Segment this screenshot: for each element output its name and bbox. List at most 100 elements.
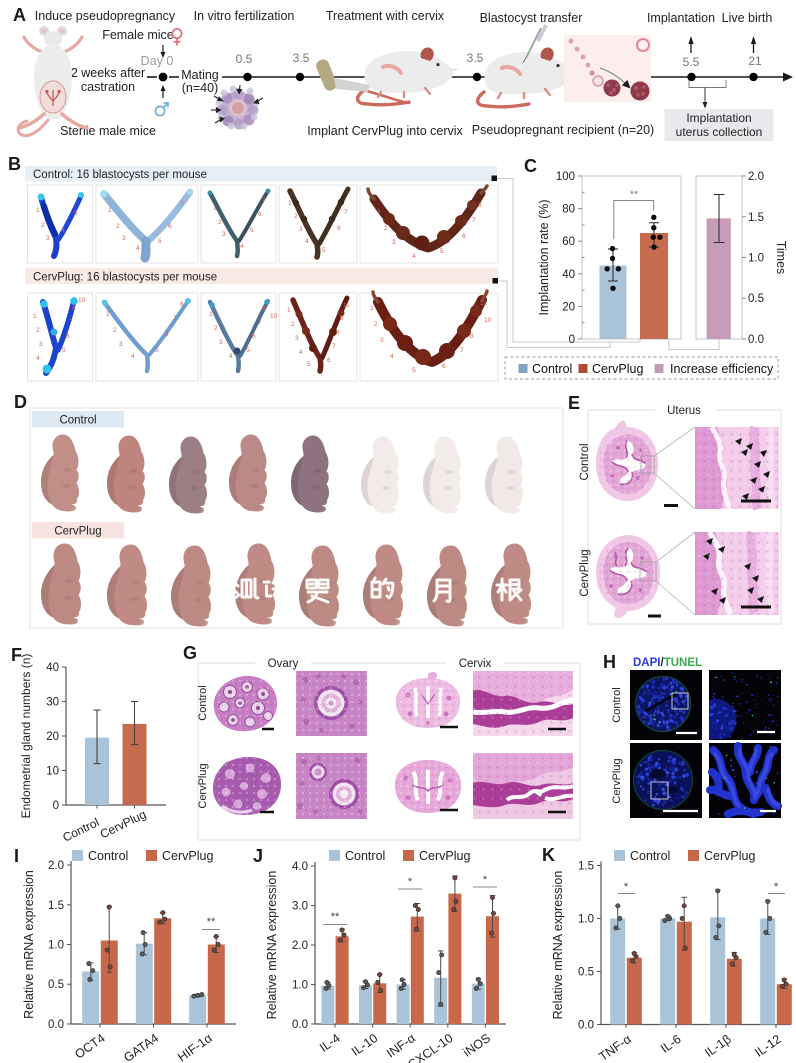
svg-text:Relative mRNA expression: Relative mRNA expression: [265, 871, 279, 1020]
svg-text:CervPlug: CervPlug: [611, 758, 623, 803]
svg-text:CervPlug: 16 blastocysts per m: CervPlug: 16 blastocysts per mouse: [33, 272, 217, 284]
svg-text:4: 4: [412, 253, 416, 260]
svg-text:4: 4: [305, 238, 309, 245]
svg-text:1: 1: [33, 313, 37, 320]
svg-text:4: 4: [136, 245, 140, 252]
svg-text:Control: Control: [611, 687, 623, 722]
svg-text:CervPlug: CervPlug: [419, 849, 470, 863]
svg-text:6: 6: [165, 331, 169, 338]
svg-text:2: 2: [36, 327, 40, 334]
svg-text:5: 5: [246, 347, 250, 354]
svg-text:Control: Control: [197, 685, 209, 720]
svg-text:7: 7: [472, 217, 476, 224]
svg-text:11: 11: [343, 302, 350, 309]
svg-text:*: *: [624, 881, 629, 893]
svg-text:10: 10: [270, 313, 278, 320]
svg-text:1.5: 1.5: [748, 212, 764, 224]
svg-text:6: 6: [337, 225, 341, 232]
svg-text:2: 2: [384, 225, 388, 232]
svg-text:20: 20: [562, 301, 575, 313]
svg-text:Relative mRNA expression: Relative mRNA expression: [22, 870, 36, 1019]
svg-text:Blastocyst transfer: Blastocyst transfer: [480, 11, 583, 25]
svg-text:B: B: [8, 154, 21, 174]
svg-text:castration: castration: [81, 80, 135, 94]
svg-text:30: 30: [46, 697, 59, 709]
svg-text:Live birth: Live birth: [722, 11, 773, 25]
svg-text:4: 4: [240, 243, 244, 250]
svg-text:2: 2: [41, 222, 45, 229]
svg-text:3: 3: [219, 339, 223, 346]
svg-text:Implantation rate (%): Implantation rate (%): [537, 199, 551, 315]
svg-text:Control: Control: [60, 815, 101, 845]
svg-text:3: 3: [392, 239, 396, 246]
svg-text:2: 2: [294, 213, 298, 220]
svg-text:IL-6: IL-6: [658, 1032, 684, 1056]
svg-text:1.5: 1.5: [48, 900, 64, 912]
svg-text:Control: 16 blastocysts per mo: Control: 16 blastocysts per mouse: [33, 169, 207, 181]
svg-text:Endometrial gland numbers (n): Endometrial gland numbers (n): [19, 654, 33, 819]
svg-text:10: 10: [46, 766, 59, 778]
svg-text:2: 2: [116, 223, 120, 230]
svg-text:CervPlug: CervPlug: [54, 526, 101, 538]
svg-text:3: 3: [295, 335, 299, 342]
svg-text:2: 2: [291, 321, 295, 328]
svg-text:Treatment with cervix: Treatment with cervix: [326, 9, 445, 23]
svg-text:1.0: 1.0: [748, 253, 764, 265]
svg-text:7: 7: [180, 201, 184, 208]
svg-text:6: 6: [258, 211, 262, 218]
svg-text:0.5: 0.5: [748, 293, 764, 305]
svg-text:21: 21: [748, 54, 762, 68]
svg-text:0.5: 0.5: [48, 979, 64, 991]
svg-text:iNOS: iNOS: [461, 1031, 494, 1060]
svg-text:1.0: 1.0: [292, 980, 308, 992]
svg-text:G: G: [183, 643, 197, 663]
svg-text:Relative mRNA expression: Relative mRNA expression: [551, 871, 565, 1020]
svg-text:Sterile male mice: Sterile male mice: [60, 124, 156, 138]
svg-text:TNF-α: TNF-α: [596, 1032, 633, 1063]
svg-text:7: 7: [173, 315, 177, 322]
svg-text:7: 7: [258, 319, 262, 326]
svg-text:*: *: [483, 874, 488, 886]
svg-text:Implant CervPlug into cervix: Implant CervPlug into cervix: [307, 124, 463, 138]
svg-text:Control: Control: [532, 362, 572, 376]
svg-text:IL-12: IL-12: [752, 1032, 783, 1060]
svg-text:1.5: 1.5: [578, 861, 594, 873]
svg-text:**: **: [331, 911, 340, 923]
svg-text:4: 4: [229, 353, 233, 360]
svg-text:6: 6: [442, 363, 446, 370]
svg-text:4: 4: [131, 353, 135, 360]
svg-text:1: 1: [108, 207, 112, 214]
svg-text:D: D: [14, 392, 27, 412]
svg-text:100: 100: [556, 171, 575, 183]
svg-text:2.0: 2.0: [48, 860, 64, 872]
svg-text:CervPlug: CervPlug: [592, 362, 643, 376]
svg-text:3.5: 3.5: [467, 51, 484, 65]
svg-text:Uterus: Uterus: [667, 405, 701, 417]
svg-text:2: 2: [218, 219, 222, 226]
svg-text:3.5: 3.5: [293, 51, 310, 65]
svg-text:4: 4: [36, 355, 40, 362]
svg-text:1.0: 1.0: [48, 940, 64, 952]
svg-text:8: 8: [262, 305, 266, 312]
svg-text:0: 0: [569, 334, 575, 346]
svg-text:IL-10: IL-10: [349, 1031, 380, 1059]
svg-text:5: 5: [440, 248, 444, 255]
svg-text:3: 3: [222, 231, 226, 238]
svg-text:1: 1: [213, 205, 217, 212]
svg-text:3: 3: [119, 341, 123, 348]
svg-text:2.0: 2.0: [748, 171, 764, 183]
svg-text:4: 4: [299, 349, 303, 356]
svg-text:6: 6: [66, 333, 70, 340]
svg-text:OCT4: OCT4: [72, 1031, 107, 1062]
svg-text:Increase efficiency: Increase efficiency: [670, 362, 774, 376]
svg-text:1: 1: [36, 207, 40, 214]
svg-text:CervPlug: CervPlug: [162, 849, 213, 863]
svg-text:7: 7: [262, 197, 266, 204]
svg-text:1: 1: [288, 200, 292, 207]
svg-text:Control: Control: [59, 415, 96, 427]
svg-text:0: 0: [53, 800, 59, 812]
svg-text:80: 80: [562, 204, 575, 216]
svg-text:8: 8: [72, 305, 76, 312]
svg-text:4: 4: [390, 353, 394, 360]
svg-text:7: 7: [460, 347, 464, 354]
